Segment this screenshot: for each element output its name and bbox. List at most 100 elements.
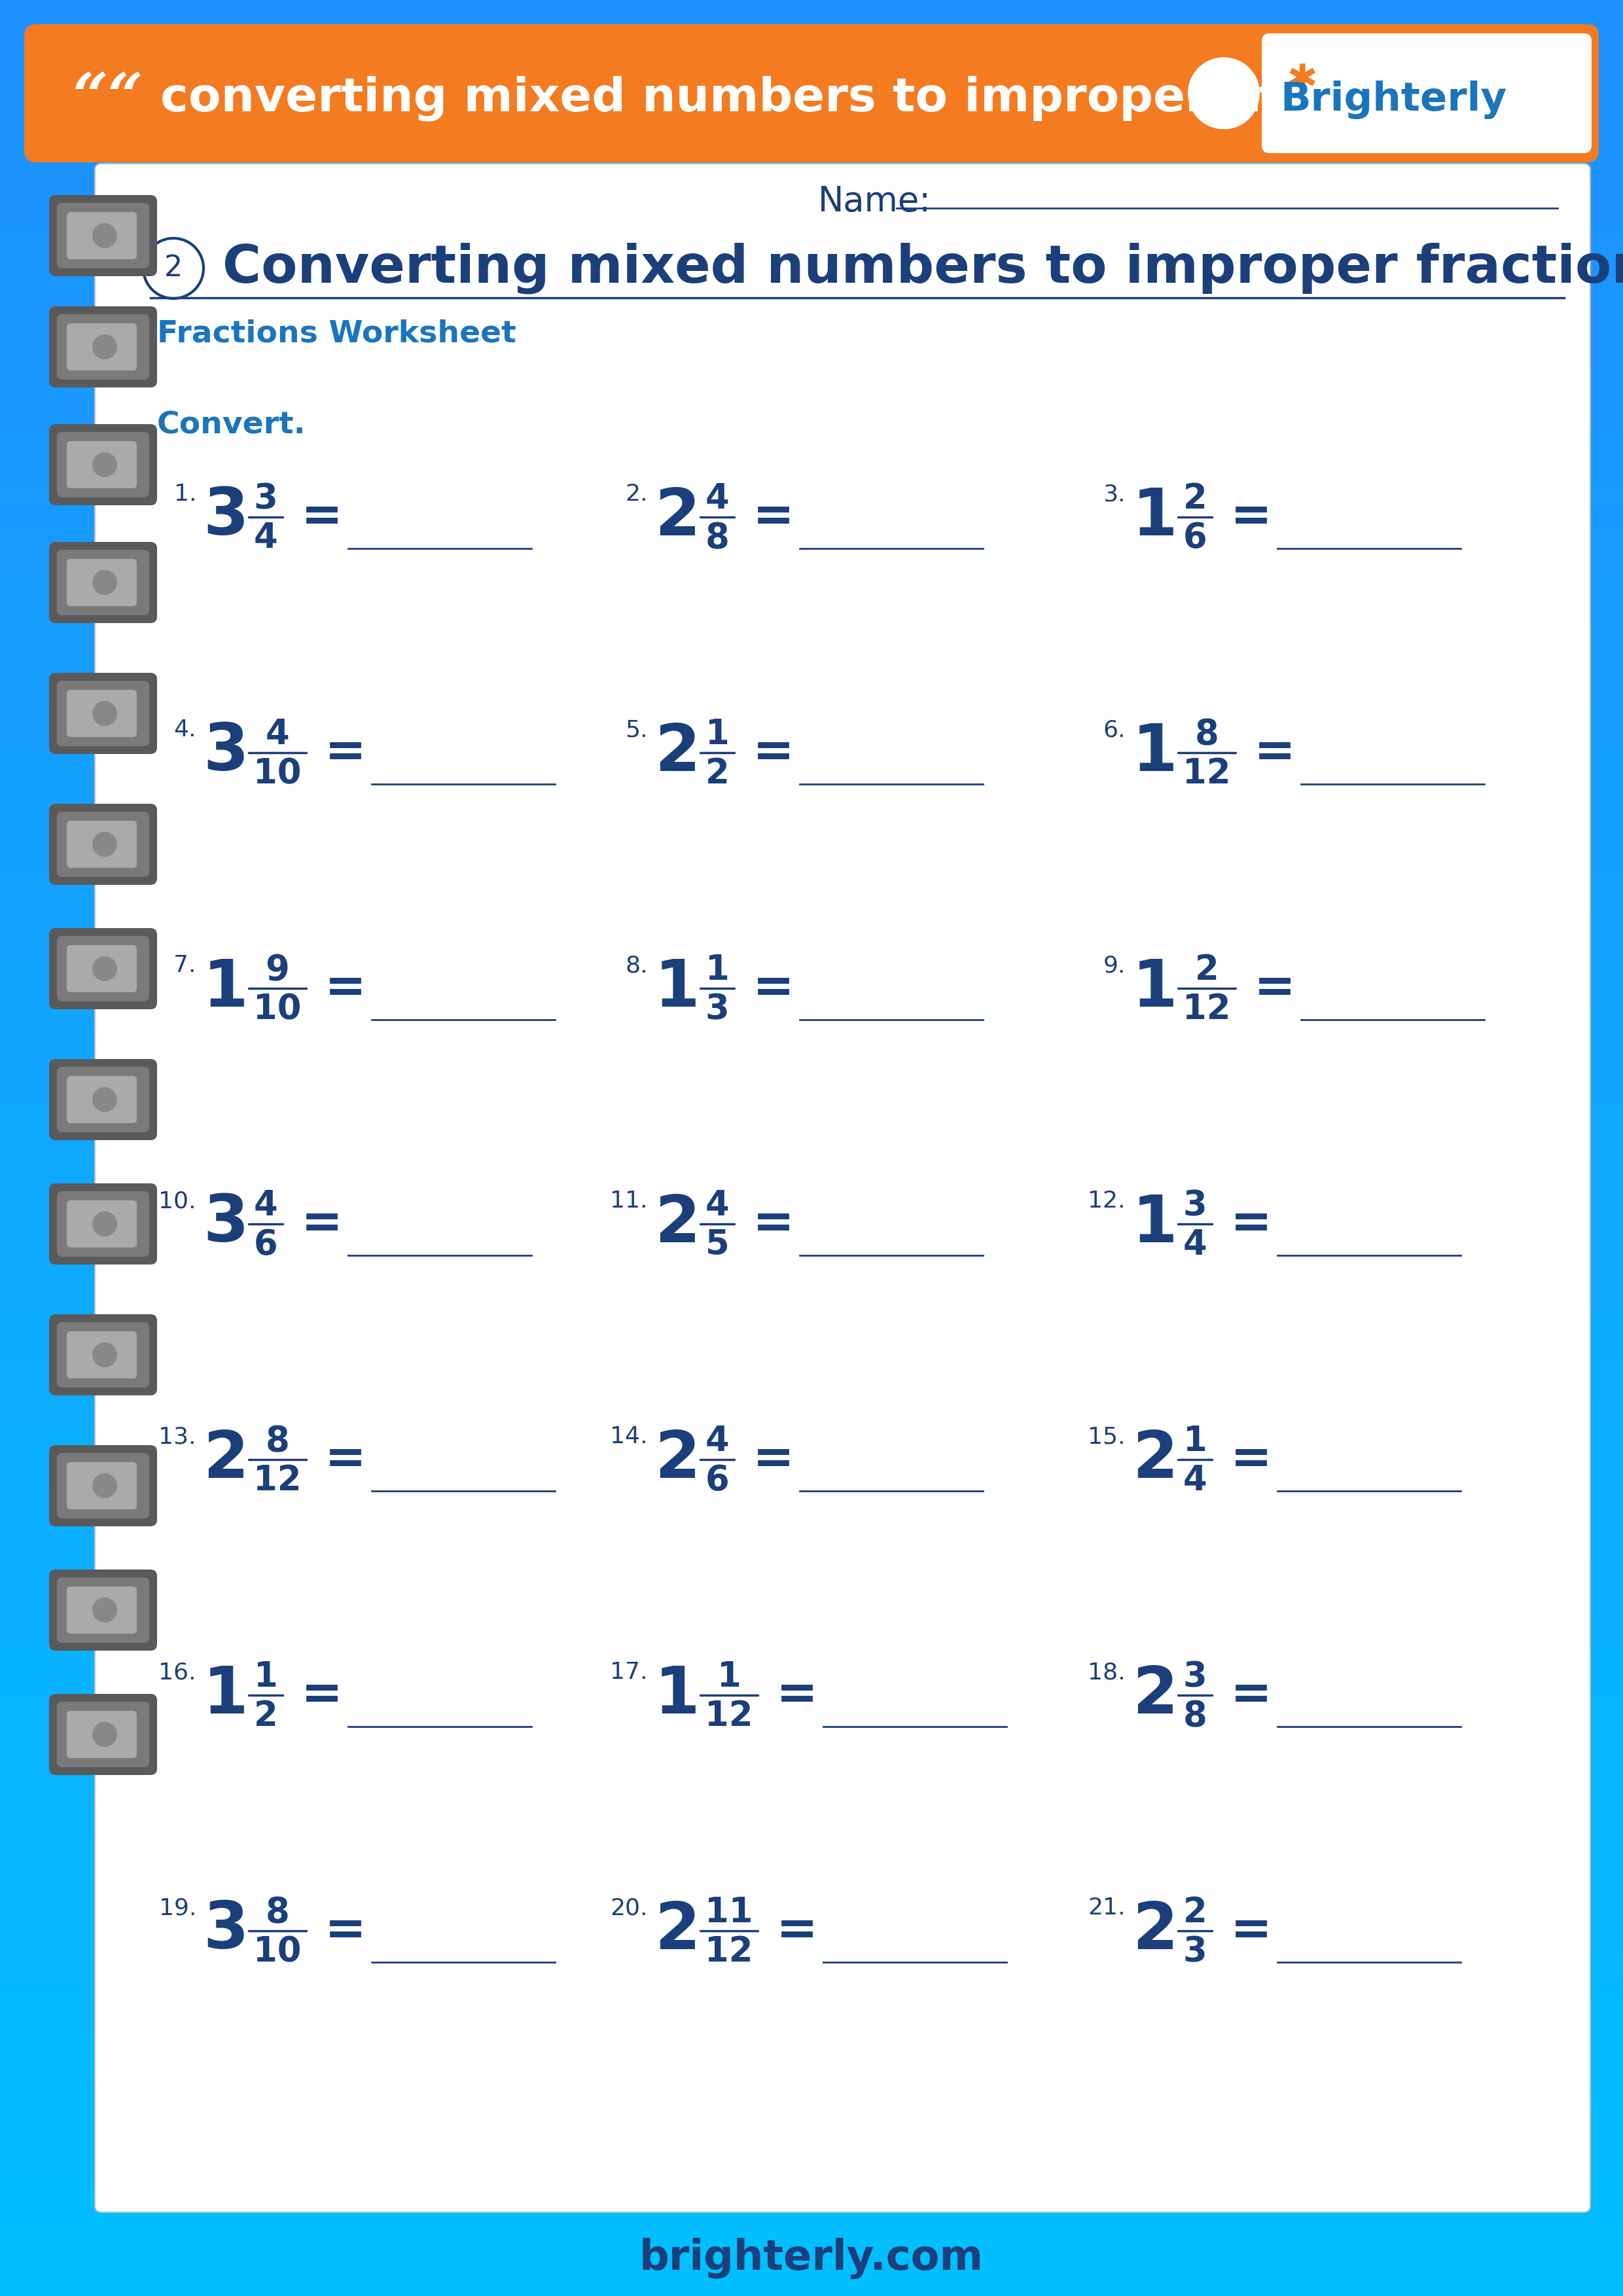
Circle shape: [143, 239, 203, 298]
Ellipse shape: [93, 955, 117, 980]
Bar: [0, 505, 1623, 528]
Bar: [0, 1424, 1623, 1446]
FancyBboxPatch shape: [49, 542, 157, 622]
Ellipse shape: [93, 1474, 117, 1499]
Ellipse shape: [93, 1343, 117, 1366]
Bar: [0, 2020, 1623, 2043]
Bar: [0, 1194, 1623, 1217]
Text: 8: 8: [266, 1424, 289, 1458]
Bar: [0, 2204, 1623, 2227]
Text: =: =: [325, 728, 367, 776]
Text: 4: 4: [706, 1189, 729, 1221]
Bar: [0, 918, 1623, 941]
Text: 11.: 11.: [610, 1189, 648, 1212]
Text: 2: 2: [1183, 482, 1208, 517]
FancyBboxPatch shape: [67, 689, 136, 737]
Text: 12: 12: [704, 1936, 753, 1968]
Bar: [0, 1492, 1623, 1515]
Bar: [0, 1171, 1623, 1194]
Text: 3: 3: [203, 721, 248, 785]
Text: 4: 4: [1183, 1228, 1208, 1263]
Text: =: =: [300, 494, 342, 542]
Bar: [0, 0, 1623, 23]
Bar: [0, 1699, 1623, 1722]
Text: 5.: 5.: [625, 719, 648, 742]
FancyBboxPatch shape: [57, 1577, 149, 1644]
Bar: [0, 1929, 1623, 1952]
Bar: [0, 1791, 1623, 1814]
Text: 3: 3: [1183, 1189, 1208, 1221]
Bar: [0, 1217, 1623, 1240]
Text: =: =: [1230, 1906, 1272, 1954]
Bar: [0, 23, 1623, 46]
Text: 7.: 7.: [174, 955, 196, 976]
Text: 8: 8: [1183, 1699, 1208, 1733]
Text: 2: 2: [203, 1428, 248, 1492]
Text: 6.: 6.: [1104, 719, 1126, 742]
Bar: [0, 850, 1623, 872]
Text: 1: 1: [654, 957, 700, 1019]
Bar: [0, 161, 1623, 184]
Text: 21.: 21.: [1087, 1896, 1126, 1919]
FancyBboxPatch shape: [67, 1201, 136, 1247]
FancyBboxPatch shape: [49, 1058, 157, 1141]
Text: 1: 1: [654, 1662, 700, 1727]
Bar: [0, 2227, 1623, 2250]
Bar: [0, 735, 1623, 758]
Text: 2.: 2.: [625, 482, 648, 505]
FancyBboxPatch shape: [57, 1192, 149, 1256]
Text: =: =: [325, 1435, 367, 1483]
Text: ✱: ✱: [1287, 62, 1318, 99]
Bar: [0, 1561, 1623, 1584]
Text: 4: 4: [706, 482, 729, 517]
Text: converting mixed numbers to improper fractions: converting mixed numbers to improper fra…: [161, 76, 1462, 122]
Bar: [0, 1906, 1623, 1929]
Bar: [0, 1056, 1623, 1079]
FancyBboxPatch shape: [67, 441, 136, 489]
Bar: [0, 1745, 1623, 1768]
Text: 1: 1: [706, 716, 729, 751]
FancyBboxPatch shape: [67, 820, 136, 868]
Bar: [0, 184, 1623, 207]
Bar: [0, 1125, 1623, 1148]
Bar: [0, 689, 1623, 712]
Text: =: =: [753, 494, 795, 542]
Text: 3: 3: [1183, 1660, 1208, 1694]
FancyBboxPatch shape: [57, 810, 149, 877]
Ellipse shape: [93, 700, 117, 726]
Text: =: =: [1255, 728, 1295, 776]
Text: 3.: 3.: [1104, 482, 1126, 505]
Bar: [0, 276, 1623, 298]
Text: 4: 4: [1183, 1463, 1208, 1497]
FancyBboxPatch shape: [57, 680, 149, 746]
Text: Converting mixed numbers to improper fractions: Converting mixed numbers to improper fra…: [222, 243, 1623, 294]
Text: =: =: [1230, 1201, 1272, 1249]
Text: 2: 2: [1195, 953, 1219, 987]
FancyBboxPatch shape: [49, 195, 157, 276]
Text: =: =: [1230, 1671, 1272, 1720]
Bar: [0, 1010, 1623, 1033]
FancyBboxPatch shape: [57, 202, 149, 269]
Text: 4.: 4.: [174, 719, 196, 742]
Bar: [0, 413, 1623, 436]
Bar: [0, 390, 1623, 413]
FancyBboxPatch shape: [49, 1313, 157, 1396]
Bar: [0, 2158, 1623, 2181]
Text: 15.: 15.: [1087, 1426, 1126, 1449]
Text: 1: 1: [717, 1660, 742, 1694]
FancyBboxPatch shape: [57, 1068, 149, 1132]
Bar: [0, 230, 1623, 253]
Text: 12: 12: [704, 1699, 753, 1733]
Bar: [0, 1240, 1623, 1263]
FancyBboxPatch shape: [57, 549, 149, 615]
Text: =: =: [753, 728, 795, 776]
Bar: [0, 2135, 1623, 2158]
FancyBboxPatch shape: [67, 1587, 136, 1635]
Bar: [0, 1033, 1623, 1056]
Bar: [0, 1355, 1623, 1378]
Text: 12: 12: [1183, 758, 1230, 790]
Text: =: =: [1255, 964, 1295, 1013]
FancyBboxPatch shape: [49, 928, 157, 1010]
Bar: [0, 1584, 1623, 1607]
Text: 2: 2: [654, 484, 700, 549]
